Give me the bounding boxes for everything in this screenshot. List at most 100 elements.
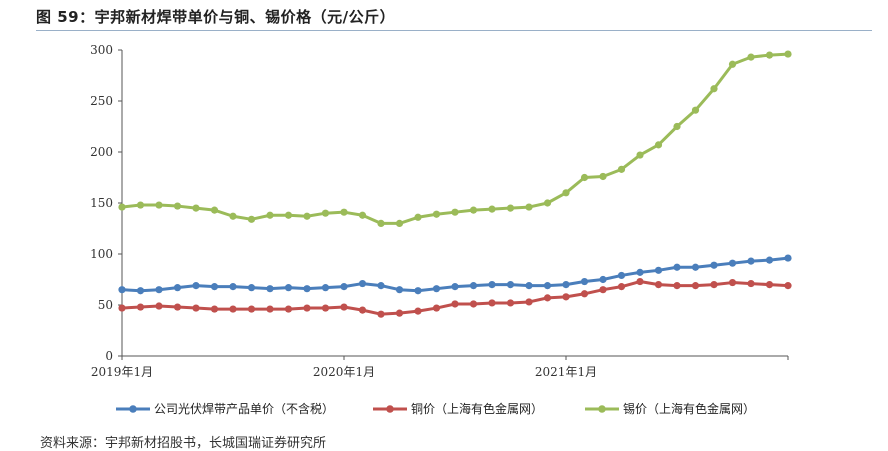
data-point <box>395 219 404 227</box>
data-point <box>525 298 533 306</box>
data-point <box>395 286 404 294</box>
y-tick-label: 0 <box>105 349 113 363</box>
legend-item: 公司光伏焊带产品单价（不含税） <box>116 401 334 416</box>
data-point <box>377 282 385 290</box>
data-point <box>321 284 330 292</box>
figure-title: 图 59：宇邦新材焊带单价与铜、锡价格（元/公斤） <box>36 8 396 26</box>
x-tick-label: 2019年1月 <box>91 365 153 379</box>
data-point <box>266 285 274 293</box>
data-point <box>284 305 293 313</box>
data-point <box>136 201 145 209</box>
y-tick-label: 200 <box>90 145 113 159</box>
data-point <box>303 212 311 220</box>
data-point <box>710 261 718 269</box>
data-point <box>377 219 385 227</box>
data-point <box>747 53 755 61</box>
data-point <box>173 202 182 210</box>
data-point <box>340 283 348 291</box>
data-point <box>543 294 552 302</box>
legend-item: 铜价（上海有色金属网） <box>373 401 543 416</box>
data-point <box>284 211 293 219</box>
data-point <box>469 300 478 308</box>
data-point <box>654 141 663 149</box>
data-point <box>784 282 792 290</box>
data-point <box>636 268 644 276</box>
data-point <box>229 305 237 313</box>
y-tick-label: 50 <box>98 298 113 312</box>
data-point <box>654 281 663 289</box>
data-point <box>488 299 496 307</box>
data-point <box>599 286 607 294</box>
data-point <box>784 50 792 58</box>
data-point <box>432 285 441 293</box>
legend-label: 铜价（上海有色金属网） <box>411 401 543 416</box>
data-point <box>340 303 348 311</box>
data-point <box>451 283 459 291</box>
data-point <box>266 305 274 313</box>
data-point <box>617 283 626 291</box>
data-point <box>451 300 459 308</box>
data-point <box>284 284 293 292</box>
data-point <box>691 106 700 114</box>
data-point <box>765 281 774 289</box>
data-point <box>266 211 274 219</box>
data-point <box>247 215 256 223</box>
data-point <box>229 283 237 291</box>
data-point <box>155 201 163 209</box>
legend-swatch-marker <box>129 405 137 413</box>
data-point <box>710 85 718 93</box>
source-note: 资料来源：宇邦新材招股书，长城国瑞证券研究所 <box>40 436 327 451</box>
data-point <box>192 282 200 290</box>
data-point <box>173 303 182 311</box>
data-point <box>451 208 459 216</box>
series-line <box>121 52 789 225</box>
legend-item: 锡价（上海有色金属网） <box>585 401 755 416</box>
data-point <box>673 282 681 290</box>
data-point <box>414 287 422 295</box>
data-point <box>728 259 737 267</box>
legend-swatch-marker <box>386 405 394 413</box>
data-point <box>543 199 552 207</box>
data-point <box>414 213 422 221</box>
data-point <box>229 212 237 220</box>
data-point <box>173 284 182 292</box>
data-point <box>247 284 256 292</box>
data-point <box>506 281 515 289</box>
data-point <box>617 271 626 280</box>
legend-label: 锡价（上海有色金属网） <box>623 401 755 416</box>
data-point <box>210 283 219 291</box>
y-tick-label: 150 <box>90 196 113 210</box>
data-point <box>580 173 589 182</box>
data-point <box>562 293 570 301</box>
data-point <box>395 309 404 317</box>
x-tick-label: 2020年1月 <box>313 365 375 379</box>
y-tick-label: 250 <box>90 94 113 108</box>
data-point <box>432 210 441 218</box>
data-point <box>414 307 422 315</box>
data-point <box>654 266 663 274</box>
series-group <box>118 50 792 227</box>
data-point <box>580 277 589 286</box>
data-point <box>506 299 515 307</box>
data-point <box>192 304 200 312</box>
data-point <box>321 304 330 312</box>
data-point <box>543 282 552 290</box>
data-point <box>118 286 126 294</box>
data-point <box>728 278 737 287</box>
data-point <box>488 205 496 213</box>
data-point <box>617 165 626 173</box>
data-point <box>358 211 367 219</box>
y-tick-label: 300 <box>90 43 113 57</box>
data-point <box>728 60 737 68</box>
data-point <box>747 257 755 265</box>
data-point <box>636 151 644 159</box>
data-point <box>155 286 163 294</box>
legend-swatch-marker <box>598 405 606 413</box>
data-point <box>673 122 681 131</box>
data-point <box>136 287 145 295</box>
title-divider <box>36 30 872 31</box>
legend-label: 公司光伏焊带产品单价（不含税） <box>154 401 334 416</box>
data-point <box>155 302 163 310</box>
data-point <box>136 303 145 311</box>
